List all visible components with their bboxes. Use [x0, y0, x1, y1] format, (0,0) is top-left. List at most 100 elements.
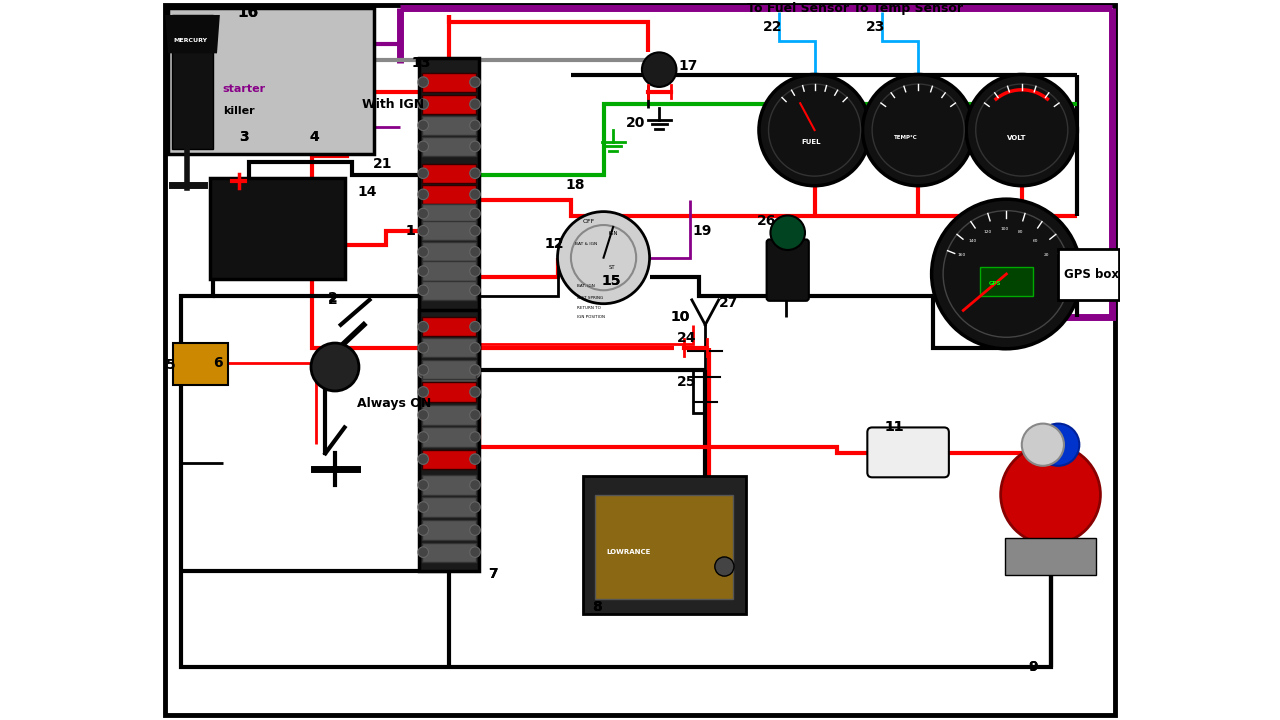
- Circle shape: [470, 189, 480, 199]
- Circle shape: [419, 454, 429, 464]
- Text: OFF: OFF: [582, 219, 595, 224]
- Text: 80: 80: [1018, 230, 1023, 234]
- Text: 18: 18: [566, 178, 585, 192]
- Text: TEMP°C: TEMP°C: [895, 135, 918, 140]
- Text: 14: 14: [357, 186, 376, 199]
- Circle shape: [863, 74, 974, 186]
- Circle shape: [470, 247, 480, 257]
- FancyBboxPatch shape: [1006, 538, 1096, 575]
- Text: 100: 100: [1001, 227, 1009, 231]
- FancyBboxPatch shape: [168, 8, 374, 154]
- Text: 24: 24: [676, 331, 696, 345]
- FancyBboxPatch shape: [979, 267, 1033, 296]
- Text: GPS: GPS: [989, 281, 1002, 286]
- Text: 15: 15: [602, 274, 621, 288]
- Circle shape: [470, 321, 480, 332]
- Text: 2: 2: [328, 293, 338, 307]
- Text: 16: 16: [237, 4, 259, 19]
- Text: 7: 7: [489, 567, 498, 581]
- Circle shape: [470, 141, 480, 152]
- Text: 21: 21: [374, 157, 393, 171]
- Text: 13: 13: [412, 56, 431, 70]
- Text: MERCURY: MERCURY: [174, 38, 207, 43]
- Circle shape: [419, 364, 429, 375]
- Text: 8: 8: [593, 600, 602, 614]
- Text: killer: killer: [223, 106, 255, 116]
- Circle shape: [419, 225, 429, 236]
- Circle shape: [419, 547, 429, 557]
- Circle shape: [419, 168, 429, 179]
- Text: To Fuel Sensor: To Fuel Sensor: [748, 1, 850, 15]
- FancyBboxPatch shape: [420, 58, 479, 396]
- Text: 25: 25: [676, 375, 696, 390]
- Circle shape: [419, 208, 429, 219]
- Circle shape: [641, 53, 676, 87]
- FancyBboxPatch shape: [422, 405, 476, 425]
- FancyBboxPatch shape: [868, 428, 948, 477]
- Text: To Temp Sensor: To Temp Sensor: [852, 1, 963, 15]
- Text: & ST SPRING: & ST SPRING: [577, 296, 603, 300]
- Text: 10: 10: [671, 310, 690, 324]
- Circle shape: [1001, 445, 1101, 544]
- Circle shape: [419, 502, 429, 513]
- Circle shape: [759, 74, 870, 186]
- Circle shape: [558, 212, 649, 304]
- Text: 9: 9: [1029, 660, 1038, 674]
- Text: 7: 7: [489, 567, 498, 581]
- FancyBboxPatch shape: [422, 261, 476, 281]
- Circle shape: [419, 189, 429, 199]
- Circle shape: [419, 321, 429, 332]
- Text: RETURN TO: RETURN TO: [577, 305, 600, 310]
- Circle shape: [419, 285, 429, 295]
- FancyBboxPatch shape: [422, 185, 476, 204]
- Circle shape: [419, 77, 429, 87]
- Circle shape: [419, 432, 429, 442]
- FancyBboxPatch shape: [422, 221, 476, 240]
- Text: 23: 23: [865, 20, 884, 35]
- FancyBboxPatch shape: [422, 94, 476, 114]
- Circle shape: [470, 208, 480, 219]
- Circle shape: [419, 387, 429, 397]
- Text: 1: 1: [404, 224, 415, 238]
- Circle shape: [419, 99, 429, 109]
- Text: IGN POSITION: IGN POSITION: [577, 315, 604, 319]
- FancyBboxPatch shape: [422, 73, 476, 91]
- FancyBboxPatch shape: [422, 163, 476, 183]
- Text: 8: 8: [593, 600, 602, 614]
- Circle shape: [419, 247, 429, 257]
- Polygon shape: [172, 15, 214, 149]
- Text: 11: 11: [884, 420, 904, 434]
- Text: VOLT: VOLT: [1007, 135, 1027, 140]
- Text: FUEL: FUEL: [801, 138, 820, 145]
- Circle shape: [470, 266, 480, 276]
- Text: 20: 20: [1043, 253, 1048, 257]
- Circle shape: [470, 480, 480, 490]
- FancyBboxPatch shape: [210, 178, 344, 279]
- Text: 19: 19: [692, 224, 712, 238]
- Circle shape: [714, 557, 733, 576]
- Text: 4: 4: [308, 130, 319, 144]
- Text: 27: 27: [718, 296, 739, 310]
- Circle shape: [419, 343, 429, 353]
- Text: 4: 4: [308, 130, 319, 144]
- Circle shape: [470, 120, 480, 130]
- Circle shape: [419, 141, 429, 152]
- Circle shape: [470, 502, 480, 513]
- Text: 15: 15: [602, 274, 621, 288]
- Circle shape: [470, 285, 480, 295]
- Circle shape: [470, 367, 480, 378]
- Circle shape: [470, 99, 480, 109]
- Text: 140: 140: [969, 239, 977, 243]
- Circle shape: [470, 225, 480, 236]
- Text: 5: 5: [166, 358, 175, 372]
- Circle shape: [1021, 423, 1064, 466]
- Text: 20: 20: [626, 117, 645, 130]
- Circle shape: [932, 199, 1082, 348]
- FancyBboxPatch shape: [422, 475, 476, 495]
- FancyBboxPatch shape: [422, 137, 476, 156]
- FancyBboxPatch shape: [173, 343, 229, 385]
- Circle shape: [470, 168, 480, 179]
- Text: LOWRANCE: LOWRANCE: [607, 549, 650, 555]
- Circle shape: [470, 547, 480, 557]
- Text: Always ON: Always ON: [357, 397, 431, 410]
